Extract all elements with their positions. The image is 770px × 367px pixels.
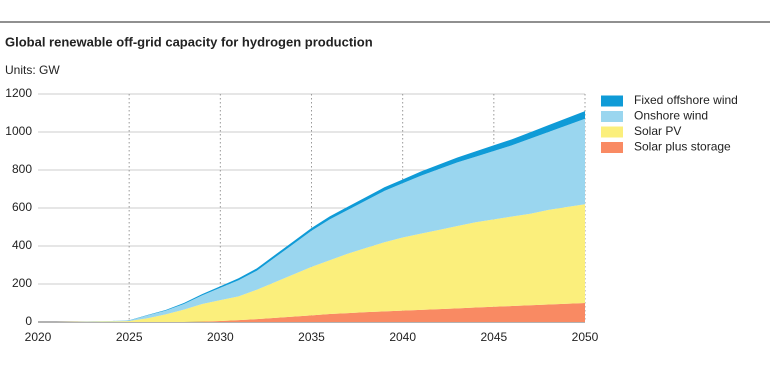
y-tick-label: 0 — [25, 314, 32, 328]
y-tick-label: 400 — [12, 238, 32, 252]
x-tick-label: 2040 — [389, 330, 416, 344]
y-tick-label: 1000 — [5, 124, 32, 138]
x-tick-label: 2025 — [116, 330, 143, 344]
chart-subtitle: Units: GW — [5, 63, 60, 77]
legend-label: Onshore wind — [634, 109, 708, 123]
y-tick-label: 1200 — [5, 86, 32, 100]
x-tick-label: 2045 — [480, 330, 507, 344]
x-tick-label: 2030 — [207, 330, 234, 344]
legend-label: Solar PV — [634, 124, 681, 138]
area — [38, 111, 585, 322]
y-tick-label: 600 — [12, 200, 32, 214]
area — [38, 204, 585, 322]
legend-swatch — [601, 111, 623, 122]
x-tick-label: 2020 — [25, 330, 52, 344]
legend-swatch — [601, 126, 623, 138]
y-tick-label: 800 — [12, 162, 32, 176]
legend-label: Solar plus storage — [634, 140, 731, 154]
chart-title: Global renewable off-grid capacity for h… — [5, 34, 373, 49]
area — [38, 118, 585, 322]
x-tick-label: 2050 — [572, 330, 599, 344]
y-tick-label: 200 — [12, 276, 32, 290]
legend-swatch — [601, 95, 623, 107]
area — [38, 303, 585, 322]
x-tick-label: 2035 — [298, 330, 325, 344]
legend-label: Fixed offshore wind — [634, 93, 738, 107]
legend-swatch — [601, 142, 623, 153]
